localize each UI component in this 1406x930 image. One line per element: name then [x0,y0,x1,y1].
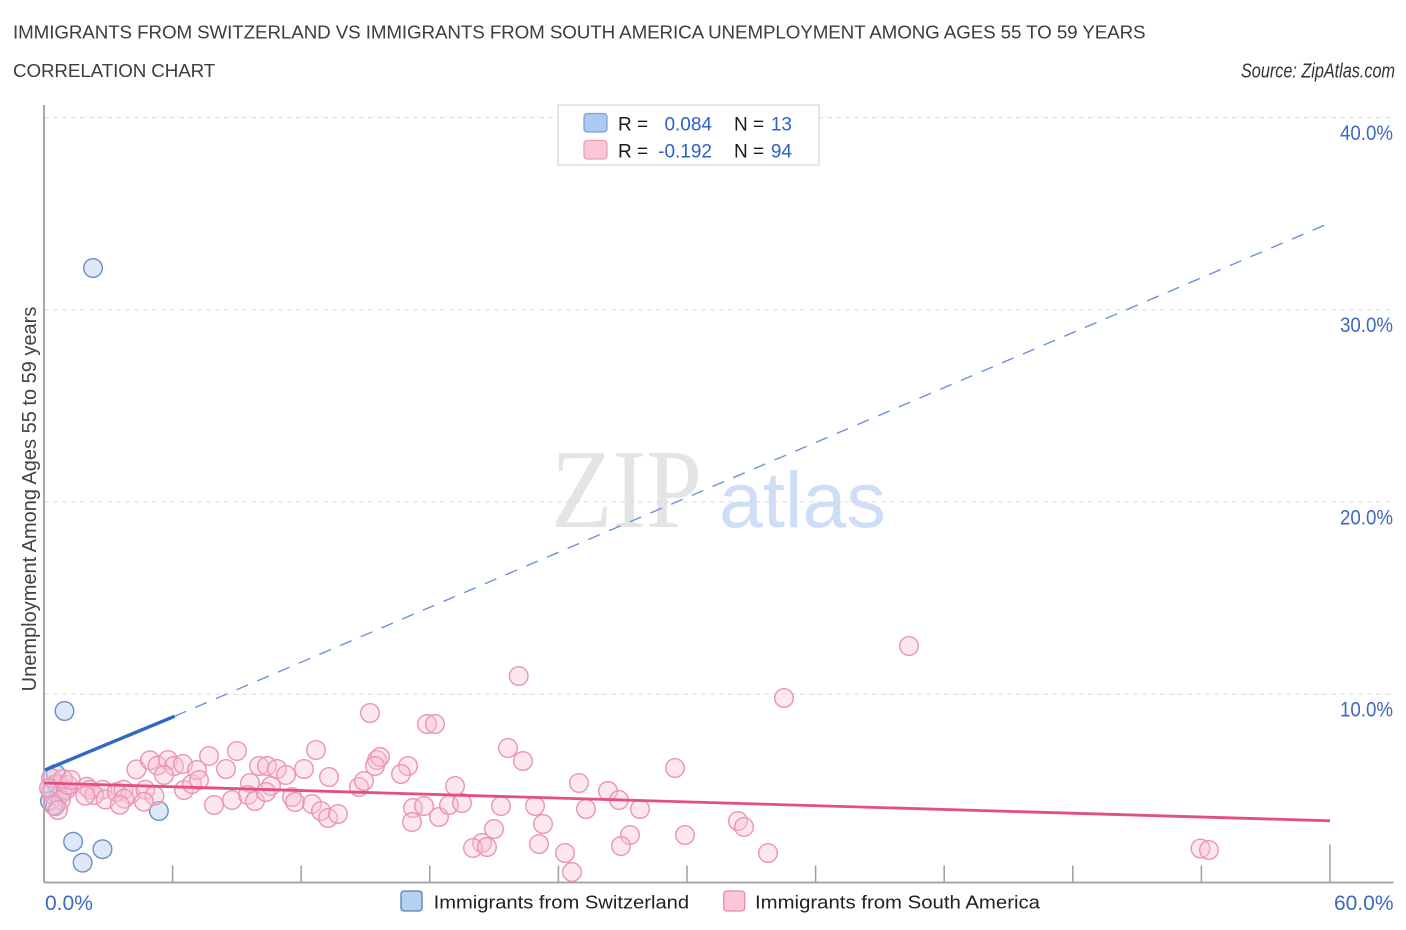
svg-text:30.0%: 30.0% [1340,314,1393,337]
svg-text:R =: R = [618,114,648,135]
svg-text:13: 13 [771,114,792,135]
svg-text:94: 94 [771,141,793,162]
svg-text:atlas: atlas [719,455,886,544]
svg-text:N =: N = [734,141,764,162]
svg-text:10.0%: 10.0% [1340,699,1393,722]
svg-text:IMMIGRANTS FROM SWITZERLAND VS: IMMIGRANTS FROM SWITZERLAND VS IMMIGRANT… [13,21,1145,42]
svg-text:Source: ZipAtlas.com: Source: ZipAtlas.com [1241,60,1395,82]
svg-text:ZIP: ZIP [551,428,702,552]
svg-text:Immigrants from South America: Immigrants from South America [755,892,1041,912]
svg-text:R =: R = [618,141,648,162]
svg-text:-0.192: -0.192 [658,141,712,162]
svg-text:40.0%: 40.0% [1340,122,1393,145]
svg-text:0.084: 0.084 [664,114,712,135]
svg-text:N =: N = [734,114,764,135]
svg-text:Immigrants from Switzerland: Immigrants from Switzerland [434,892,690,912]
svg-text:CORRELATION CHART: CORRELATION CHART [13,60,216,81]
svg-text:0.0%: 0.0% [45,892,93,915]
svg-text:Unemployment Among Ages 55 to: Unemployment Among Ages 55 to 59 years [19,307,41,692]
svg-text:60.0%: 60.0% [1334,892,1394,915]
svg-text:20.0%: 20.0% [1340,506,1393,529]
